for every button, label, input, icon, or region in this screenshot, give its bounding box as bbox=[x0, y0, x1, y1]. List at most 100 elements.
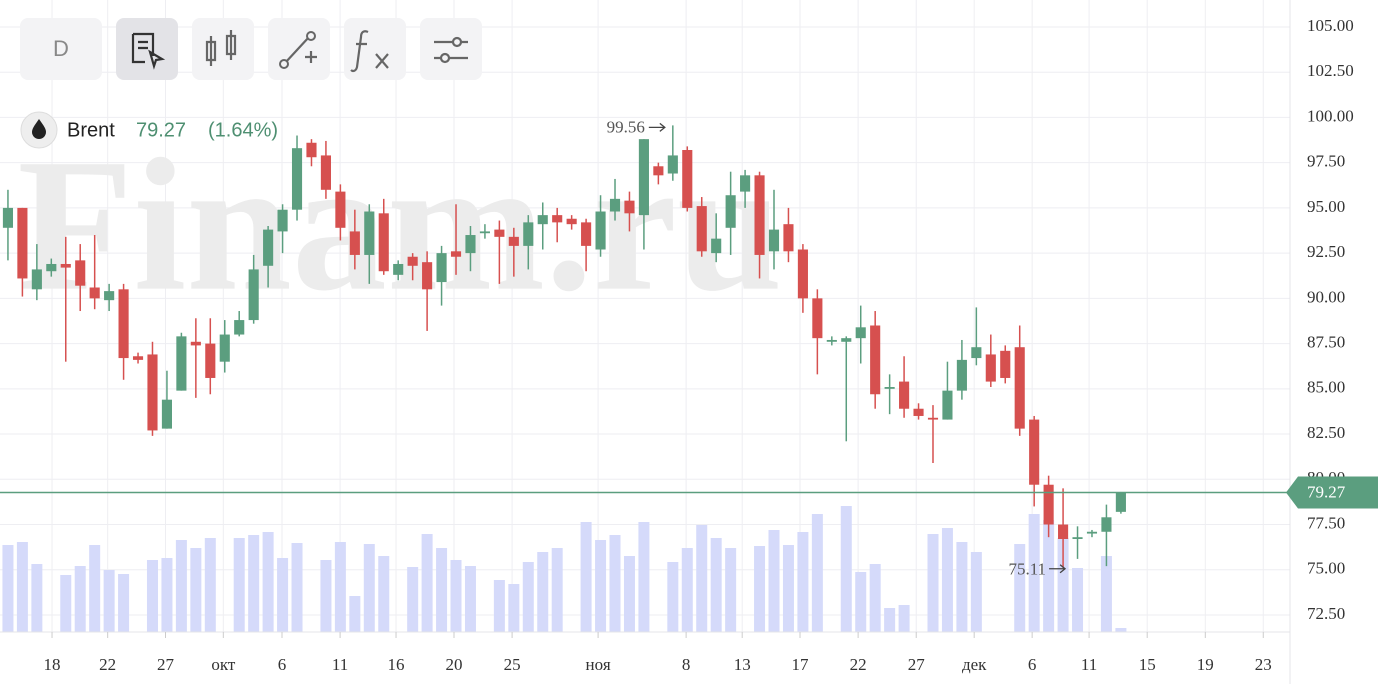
candle-body bbox=[841, 338, 852, 342]
candle-body bbox=[205, 343, 216, 378]
volume-bar bbox=[378, 556, 390, 632]
x-tick-label: 16 bbox=[388, 655, 405, 674]
x-tick-label: 8 bbox=[682, 655, 691, 674]
volume-bar bbox=[580, 522, 592, 632]
volume-bar bbox=[1014, 544, 1026, 632]
volume-bar bbox=[956, 542, 968, 632]
max-arrow bbox=[648, 122, 666, 132]
candle-body bbox=[899, 381, 910, 409]
volume-bar bbox=[407, 567, 419, 632]
candle-body bbox=[725, 195, 736, 228]
volume-bar bbox=[146, 560, 158, 632]
x-tick-label: 23 bbox=[1255, 655, 1272, 674]
volume-bar bbox=[320, 560, 332, 632]
legend-change: (1.64%) bbox=[208, 119, 278, 141]
candle-body bbox=[754, 175, 765, 255]
candle-body bbox=[985, 354, 996, 382]
volume-bar bbox=[1100, 556, 1112, 632]
watermark: Finam.ru bbox=[17, 121, 782, 331]
y-tick-label: 92.50 bbox=[1307, 242, 1345, 261]
legend: Brent 79.27 (1.64%) bbox=[20, 111, 278, 149]
candle-body bbox=[624, 200, 635, 214]
min-arrow bbox=[1049, 564, 1067, 574]
indicators-button[interactable] bbox=[344, 18, 406, 80]
candle-body bbox=[263, 229, 274, 266]
candle-body bbox=[653, 166, 664, 176]
y-tick-label: 102.50 bbox=[1307, 61, 1354, 80]
volume-bar bbox=[161, 558, 173, 632]
candle-body bbox=[595, 211, 606, 250]
y-tick-label: 75.00 bbox=[1307, 559, 1345, 578]
volume-bar bbox=[508, 584, 520, 632]
candle-body bbox=[349, 231, 360, 255]
candle-body bbox=[508, 236, 519, 246]
candle-body bbox=[638, 139, 649, 216]
volume-bar bbox=[754, 546, 766, 632]
y-tick-label: 97.50 bbox=[1307, 152, 1345, 171]
y-tick-label: 105.00 bbox=[1307, 16, 1354, 35]
timeframe-button[interactable] bbox=[20, 18, 102, 80]
x-tick-label: 6 bbox=[1028, 655, 1037, 674]
x-tick-label: 27 bbox=[157, 655, 175, 674]
candle-body bbox=[465, 235, 476, 254]
candle-body bbox=[870, 325, 881, 395]
candle-body bbox=[306, 142, 317, 158]
volume-bar bbox=[60, 575, 72, 632]
y-tick-label: 100.00 bbox=[1307, 106, 1354, 125]
candle-body bbox=[696, 206, 707, 252]
volume-bar bbox=[31, 564, 43, 632]
volume-bar bbox=[725, 548, 737, 632]
candle-body bbox=[422, 262, 433, 290]
volume-bar bbox=[884, 608, 896, 632]
candle-body bbox=[320, 155, 331, 190]
candle-body bbox=[335, 191, 346, 228]
settings-button[interactable] bbox=[420, 18, 482, 80]
indicators-icon bbox=[350, 30, 389, 73]
volume-bar bbox=[623, 556, 635, 632]
x-tick-label: 13 bbox=[734, 655, 751, 674]
volume-bar bbox=[450, 560, 462, 632]
volume-bar bbox=[1057, 538, 1069, 632]
x-tick-label: 22 bbox=[850, 655, 867, 674]
candle-body bbox=[104, 291, 115, 301]
candle-body bbox=[407, 256, 418, 266]
candle-body bbox=[2, 207, 14, 228]
chart-type-button[interactable] bbox=[192, 18, 254, 80]
volume-bar bbox=[869, 564, 881, 632]
candle-body bbox=[1058, 524, 1069, 540]
volume-bar bbox=[898, 605, 910, 632]
candle-body bbox=[971, 347, 982, 359]
candle-body bbox=[17, 207, 28, 279]
candle-body bbox=[364, 211, 375, 255]
candle-body bbox=[1115, 492, 1126, 512]
volume-bar bbox=[797, 532, 809, 632]
x-tick-label: 20 bbox=[445, 655, 462, 674]
x-tick-label: 11 bbox=[332, 655, 348, 674]
candle-body bbox=[190, 341, 201, 346]
candle-body bbox=[176, 336, 187, 391]
instrument-icon-drop bbox=[32, 119, 46, 139]
candle-body bbox=[740, 175, 751, 192]
last-price-tag bbox=[1286, 476, 1378, 509]
candle-body bbox=[682, 149, 693, 208]
candle-body bbox=[234, 320, 245, 335]
candle-body bbox=[46, 263, 57, 272]
candle-body bbox=[1072, 537, 1083, 540]
volume-bar bbox=[421, 534, 433, 632]
x-tick-label: 22 bbox=[99, 655, 116, 674]
candle-body bbox=[75, 260, 86, 286]
volume-bar bbox=[233, 538, 245, 632]
volume-bar bbox=[262, 532, 274, 632]
candle-body bbox=[552, 215, 563, 223]
candle-body bbox=[291, 148, 303, 210]
timeframe-label: D bbox=[53, 36, 69, 61]
candle-body bbox=[147, 354, 158, 431]
candle-body bbox=[450, 251, 462, 257]
volume-bar bbox=[1072, 568, 1084, 632]
candle-body bbox=[1086, 531, 1098, 534]
y-tick-label: 85.00 bbox=[1307, 378, 1345, 397]
x-tick-label: 6 bbox=[278, 655, 287, 674]
cursor-icon bbox=[131, 32, 166, 70]
candle-body bbox=[523, 222, 534, 246]
